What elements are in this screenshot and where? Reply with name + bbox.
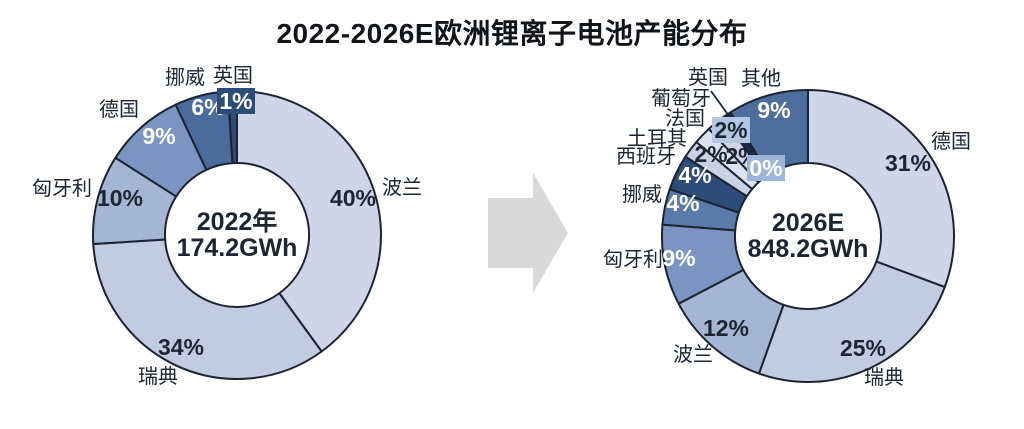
slice-country-label: 瑞典 bbox=[138, 365, 178, 388]
slice-percent-label: 25% bbox=[840, 335, 886, 361]
slice-country-label: 瑞典 bbox=[864, 366, 904, 389]
donut-center-year: 2026E bbox=[772, 209, 844, 237]
slice-country-label: 波兰 bbox=[673, 343, 713, 366]
slice-country-label: 英国 bbox=[688, 66, 728, 89]
percent-label-box bbox=[217, 88, 255, 114]
donut-center-capacity: 174.2GWh bbox=[177, 234, 298, 262]
slice-country-label: 葡萄牙 bbox=[651, 87, 711, 110]
slice-percent-label: 4% bbox=[666, 190, 699, 216]
slice-country-label: 德国 bbox=[931, 130, 971, 153]
donut-slice bbox=[236, 90, 382, 353]
slice-percent-label: 9% bbox=[662, 245, 695, 271]
slice-percent-label: 4% bbox=[678, 162, 711, 188]
transition-arrow-icon bbox=[488, 173, 568, 293]
slice-country-label: 波兰 bbox=[382, 176, 422, 199]
slice-country-label: 英国 bbox=[213, 64, 253, 87]
donut-slice bbox=[758, 260, 946, 384]
slice-country-label: 挪威 bbox=[622, 183, 662, 206]
donut-center-year: 2022年 bbox=[197, 207, 278, 236]
slice-country-label: 其他 bbox=[741, 67, 781, 90]
slice-percent-label: 9% bbox=[142, 123, 175, 149]
slice-percent-label: 34% bbox=[158, 334, 204, 360]
donut-center-capacity: 848.2GWh bbox=[748, 235, 869, 263]
slice-country-label: 西班牙 bbox=[616, 145, 676, 168]
slice-percent-label: 1% bbox=[219, 88, 252, 114]
slice-country-label: 土耳其 bbox=[627, 127, 687, 150]
slice-percent-label: 0% bbox=[749, 155, 782, 181]
percent-label-box bbox=[747, 155, 785, 181]
donut-slice bbox=[92, 238, 323, 380]
slice-percent-label: 40% bbox=[330, 185, 376, 211]
percent-label-box bbox=[712, 117, 750, 143]
slice-country-label: 匈牙利 bbox=[32, 177, 92, 200]
slice-percent-label: 2% bbox=[714, 117, 747, 143]
slice-percent-label: 2% bbox=[694, 141, 727, 167]
slice-country-label: 法国 bbox=[665, 107, 705, 130]
donut-slice bbox=[807, 89, 955, 289]
slice-percent-label: 9% bbox=[757, 97, 790, 123]
slice-country-label: 匈牙利 bbox=[603, 248, 663, 271]
slice-country-label: 挪威 bbox=[165, 66, 205, 89]
slice-percent-label: 31% bbox=[885, 150, 931, 176]
page-title: 2022-2026E欧洲锂离子电池产能分布 bbox=[276, 18, 748, 49]
slice-percent-label: 10% bbox=[97, 185, 143, 211]
slice-percent-label: 12% bbox=[703, 315, 749, 341]
slice-country-label: 德国 bbox=[99, 98, 139, 121]
